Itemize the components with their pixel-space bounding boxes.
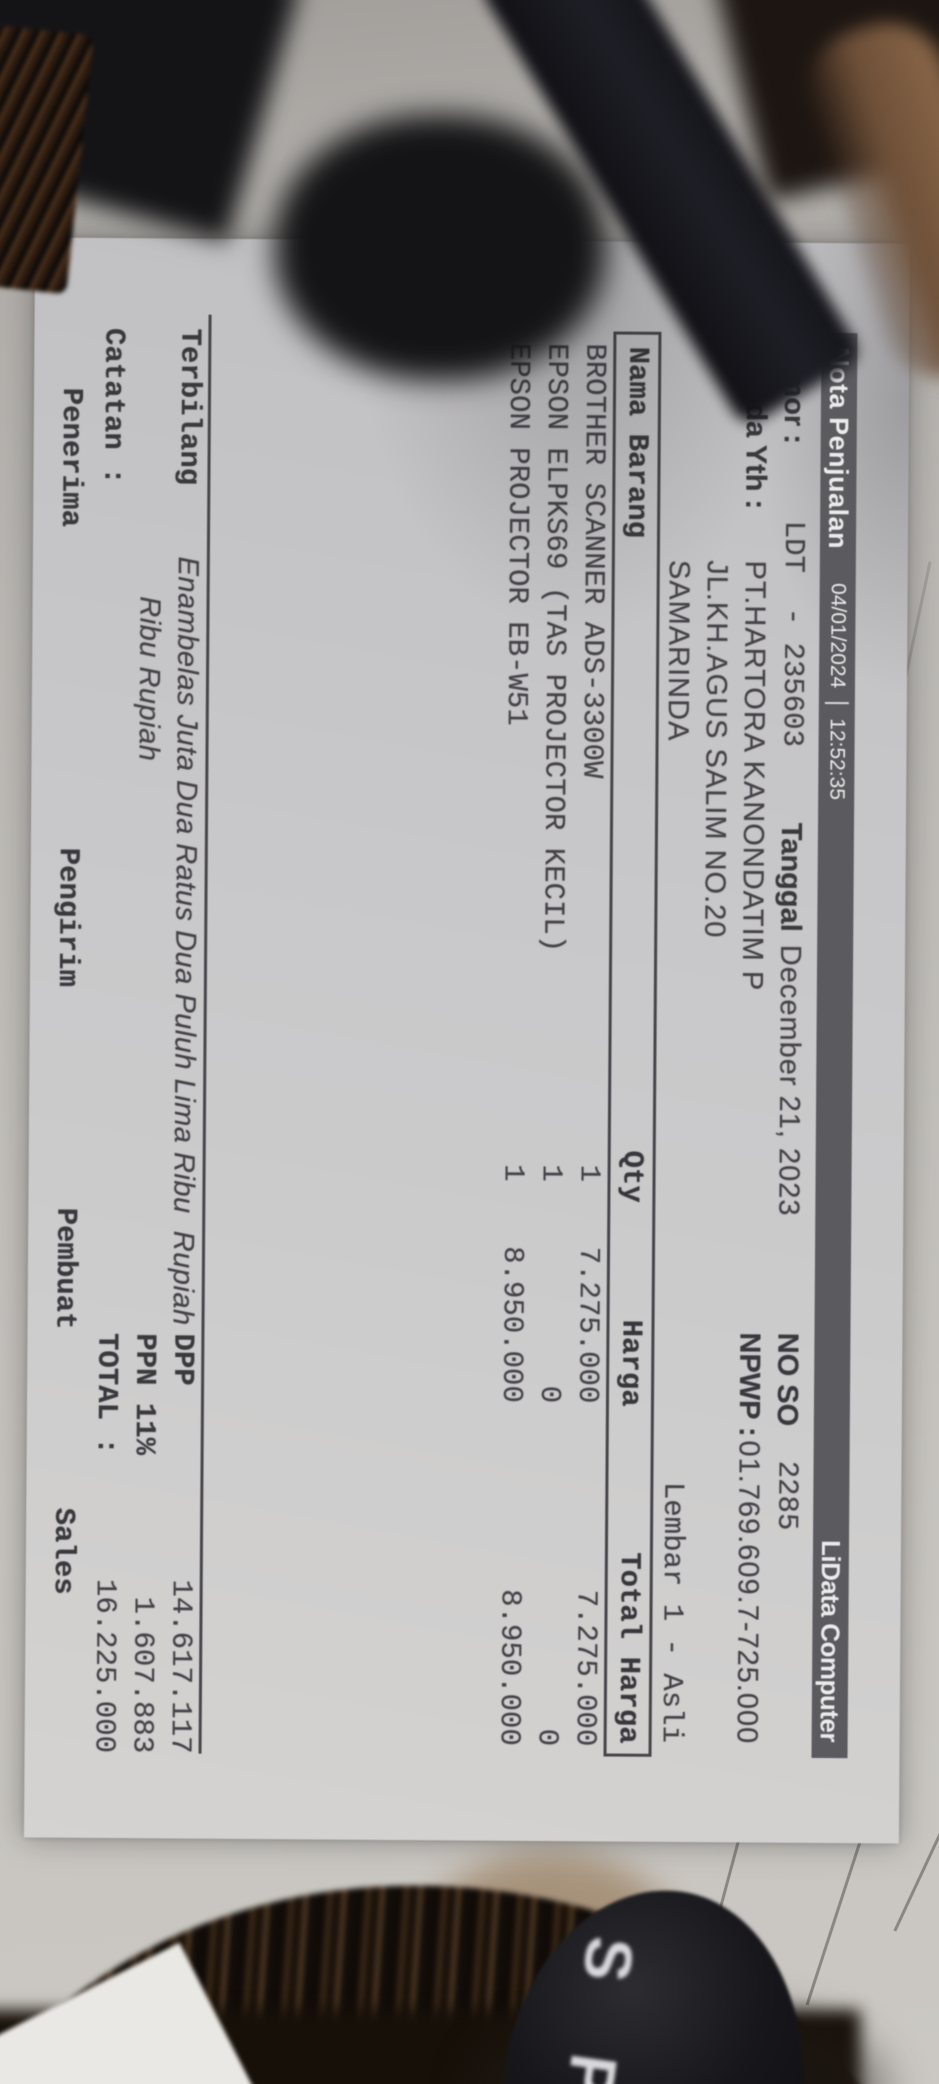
item-total: 7.275.000 xyxy=(568,1589,603,1747)
item-qty: 1 xyxy=(496,1164,530,1182)
catatan-label: Catatan : xyxy=(96,327,131,485)
item-name: BROTHER SCANNER ADS-3300W xyxy=(575,343,612,779)
tanggal-label: Tanggal xyxy=(774,822,808,932)
item-qty: 1 xyxy=(572,1164,606,1183)
empty-items-area xyxy=(202,329,500,1756)
signature-row: Penerima Pengirim Pembuat Sales xyxy=(41,328,93,1753)
signature-sales: Sales xyxy=(46,1507,81,1595)
kepada-value: PT.HARTORA KANONDATIM P xyxy=(735,560,771,992)
no-so-value: 2285 xyxy=(770,1460,804,1531)
address-city: SAMARINDA xyxy=(661,559,695,742)
item-qty: 1 xyxy=(534,1164,568,1182)
item-name: EPSON ELPKS69 (TAS PROJECTOR KECIL) xyxy=(536,342,574,953)
signature-pengirim: Pengirim xyxy=(50,847,85,988)
tanggal-value: December 21, 2023 xyxy=(772,944,807,1217)
print-date: 04/01/2024 xyxy=(825,583,850,689)
item-harga: 8.950.000 xyxy=(494,1246,530,1403)
print-time: 12:52:35 xyxy=(825,718,849,801)
npwp-label: NPWP : xyxy=(732,1332,766,1437)
item-total: 8.950.000 xyxy=(492,1589,527,1746)
signature-pembuat: Pembuat xyxy=(48,1207,83,1330)
terbilang-text: Enambelas Juta Dua Ratus Dua Puluh Lima … xyxy=(166,556,204,1326)
col-header-qty: Qty xyxy=(615,1150,649,1203)
divider xyxy=(824,702,849,705)
item-harga: 7.275.000 xyxy=(570,1246,606,1404)
col-header-name: Nama Barang xyxy=(620,346,655,539)
brand-logo: LiData Computer xyxy=(815,1539,847,1743)
col-header-total: Total Harga xyxy=(611,1552,646,1744)
address-street: JL.KH.AGUS SALIM NO.20 xyxy=(698,560,733,939)
dpp-label: DPP xyxy=(166,1333,200,1386)
nomor-value: LDT - 235603 xyxy=(775,520,811,748)
total-value: 16.225.000 xyxy=(87,1578,122,1754)
dark-shadow-blob xyxy=(275,115,605,380)
tile-grout-line xyxy=(893,1794,939,1932)
lembar-note: Lembar 1 - Asli xyxy=(654,1481,690,1744)
dpp-value: 14.617.117 xyxy=(163,1579,198,1754)
receipt-paper: Nota Penjualan 04/01/2024 12:52:35 LiDat… xyxy=(23,237,911,1844)
receipt-header-bar: Nota Penjualan 04/01/2024 12:52:35 LiDat… xyxy=(811,332,858,1759)
col-header-harga: Harga xyxy=(613,1319,648,1407)
npwp-value: 01.769.609.7-725.000 xyxy=(730,1440,765,1745)
no-so-label: NO SO xyxy=(770,1332,804,1427)
item-total: 0 xyxy=(530,1728,564,1747)
signature-penerima: Penerima xyxy=(54,387,89,528)
item-harga: 0 xyxy=(532,1385,567,1404)
terbilang-label: Terbilang xyxy=(172,328,207,486)
ppn-value: 1.607.883 xyxy=(125,1596,160,1754)
item-name: EPSON PROJECTOR EB-W51 xyxy=(499,342,536,726)
terbilang-text-2: Ribu Rupiah xyxy=(132,596,166,762)
cap-logo-text: S P xyxy=(548,1932,649,2084)
